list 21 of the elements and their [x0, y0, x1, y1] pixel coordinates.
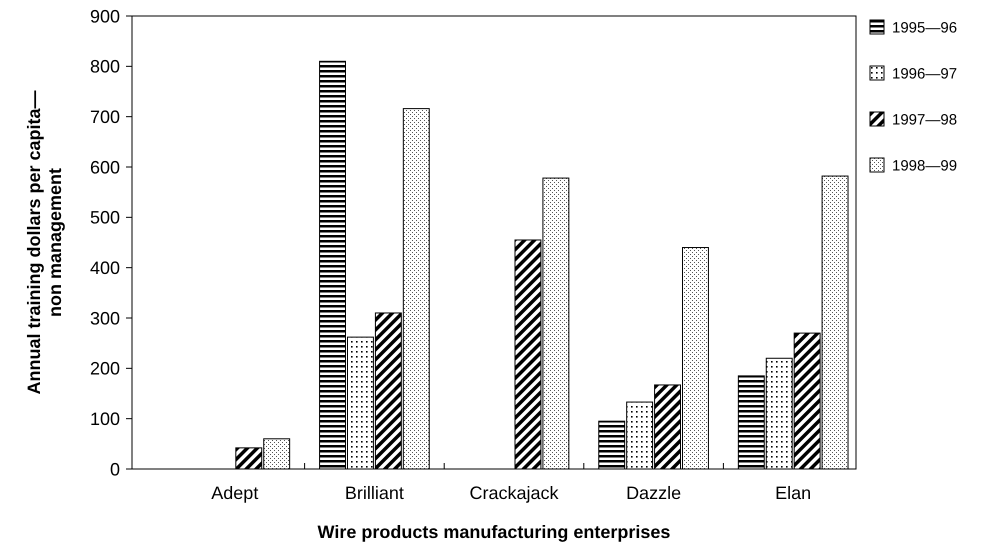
y-tick-label: 300 — [90, 308, 120, 328]
x-axis-title: Wire products manufacturing enterprises — [318, 522, 670, 542]
y-axis-title: Annual training dollars per capita— non management — [24, 90, 65, 395]
legend-label: 1996—97 — [892, 65, 958, 82]
y-tick-label: 900 — [90, 6, 120, 26]
y-tick-label: 600 — [90, 157, 120, 178]
y-tick-label: 800 — [90, 56, 120, 77]
x-tick-label: Elan — [775, 483, 812, 503]
y-tick-label: 700 — [90, 106, 120, 127]
x-tick-label: Brilliant — [344, 483, 404, 503]
x-tick-label: Adept — [211, 483, 258, 503]
y-tick-label: 0 — [110, 459, 120, 480]
y-tick-label: 500 — [90, 208, 120, 228]
legend-label: 1998—99 — [892, 157, 958, 174]
y-tick-label: 200 — [90, 358, 120, 379]
legend-label: 1995—96 — [892, 19, 958, 36]
y-tick-label: 100 — [90, 408, 120, 429]
legend-label: 1997—98 — [892, 111, 958, 128]
x-tick-label: Crackajack — [469, 483, 560, 503]
y-tick-label: 400 — [90, 258, 120, 278]
x-tick-label: Dazzle — [626, 483, 682, 503]
